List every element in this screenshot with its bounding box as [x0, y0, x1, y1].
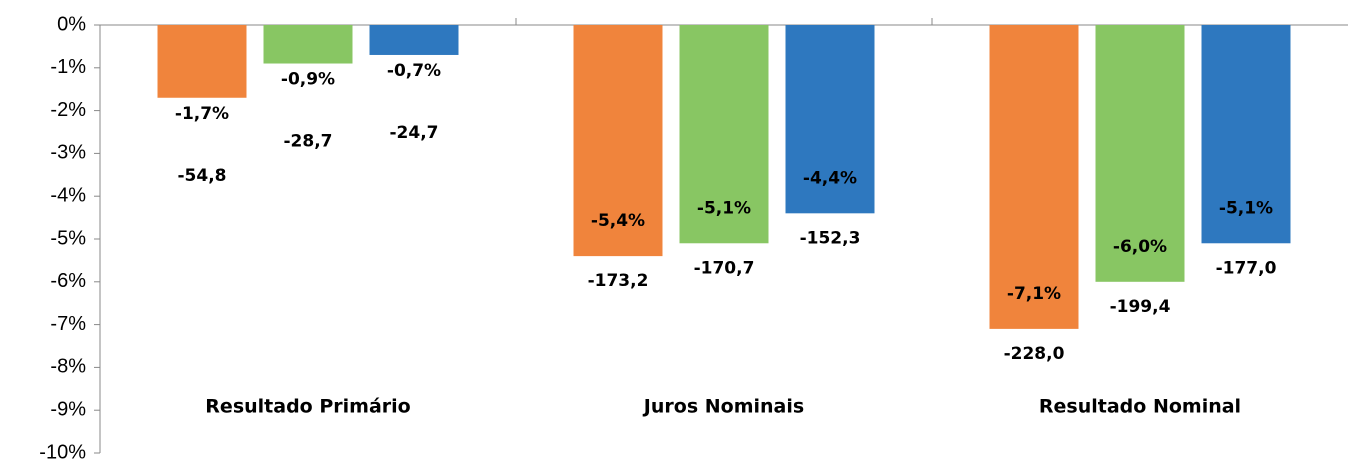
y-tick-label: -1%: [50, 56, 86, 78]
data-label: -152,3: [800, 228, 861, 248]
bar: [157, 25, 247, 98]
bar: [263, 25, 353, 64]
y-tick-label: 0%: [57, 13, 86, 35]
data-label: -24,7: [390, 123, 439, 143]
data-label: -0,7%: [387, 61, 441, 81]
data-label: -54,8: [178, 166, 227, 186]
bar: [989, 25, 1079, 329]
data-label: -0,9%: [281, 70, 335, 90]
bar: [1201, 25, 1291, 244]
data-label: -173,2: [588, 271, 649, 291]
data-label: -7,1%: [1007, 284, 1061, 304]
y-tick-label: -7%: [50, 313, 86, 335]
data-label: -1,7%: [175, 104, 229, 124]
data-label: -5,4%: [591, 211, 645, 231]
bar: [679, 25, 769, 244]
bar: [785, 25, 875, 214]
data-label: -5,1%: [697, 198, 751, 218]
data-label: -170,7: [694, 258, 755, 278]
x-tick-label: Resultado Nominal: [1039, 396, 1241, 418]
data-label: -199,4: [1110, 297, 1171, 317]
x-tick-label: Resultado Primário: [205, 396, 410, 418]
data-label: -177,0: [1216, 258, 1277, 278]
y-tick-label: -4%: [50, 184, 86, 206]
y-tick-label: -9%: [50, 398, 86, 420]
data-label: -4,4%: [803, 168, 857, 188]
data-label: -5,1%: [1219, 198, 1273, 218]
y-tick-label: -8%: [50, 356, 86, 378]
y-tick-label: -6%: [50, 270, 86, 292]
bar: [369, 25, 459, 55]
x-tick-label: Juros Nominais: [642, 396, 804, 418]
bar: [1095, 25, 1185, 282]
data-label: -6,0%: [1113, 237, 1167, 257]
y-tick-label: -5%: [50, 227, 86, 249]
y-tick-label: -3%: [50, 142, 86, 164]
bar: [573, 25, 663, 257]
data-label: -228,0: [1004, 344, 1065, 364]
y-tick-label: -2%: [50, 99, 86, 121]
y-tick-label: -10%: [39, 441, 86, 459]
data-label: -28,7: [284, 132, 333, 152]
